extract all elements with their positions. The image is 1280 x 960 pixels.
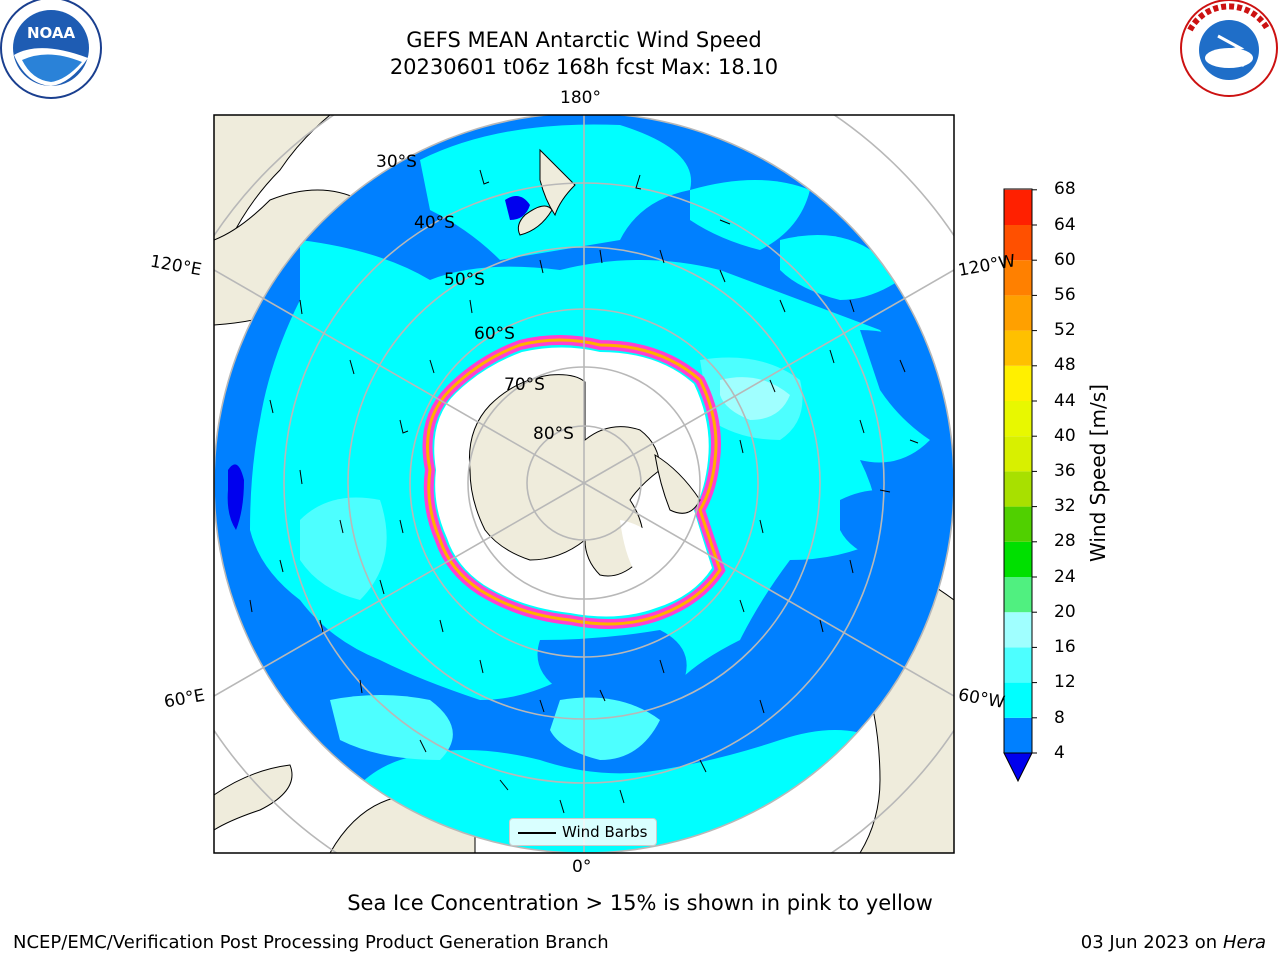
colorbar-tick: 16 [1054,637,1076,657]
lon-label-0: 0° [572,857,592,877]
colorbar-tick: 4 [1054,743,1065,763]
wind-barbs-legend: Wind Barbs [509,818,657,846]
lat-label-80s: 80°S [533,424,574,444]
colorbar-tick: 40 [1054,426,1076,446]
colorbar-tick: 24 [1054,567,1076,587]
footer-date: 03 Jun 2023 on Hera [1081,932,1266,953]
colorbar-tick: 28 [1054,531,1076,551]
colorbar-tick: 56 [1054,285,1076,305]
colorbar-label: Wind Speed [m/s] [1086,384,1110,562]
colorbar-tick: 8 [1054,708,1065,728]
graticule [214,115,954,853]
colorbar-tick: 48 [1054,355,1076,375]
lat-label-60s: 60°S [474,324,515,344]
footer-date-text: 03 Jun 2023 on [1080,932,1218,953]
legend-line-swatch [518,832,556,834]
colorbar-tick: 20 [1054,602,1076,622]
lon-label-180: 180° [560,88,601,108]
colorbar-tick: 36 [1054,461,1076,481]
lat-label-30s: 30°S [376,152,417,172]
national-weather-service-logo [1180,0,1278,97]
map-area [214,115,954,853]
footer-host: Hera [1222,932,1266,953]
chart-title: GEFS MEAN Antarctic Wind Speed [406,28,762,52]
chart-subtitle: 20230601 t06z 168h fcst Max: 18.10 [389,55,779,79]
colorbar-tick: 60 [1054,250,1076,270]
colorbar-tick: 64 [1054,215,1076,235]
svg-text:NOAA: NOAA [27,24,76,42]
colorbar-tick: 44 [1054,391,1076,411]
noaa-logo: NOAA [0,0,102,99]
colorbar-tick: 12 [1054,672,1076,692]
lat-label-40s: 40°S [414,213,455,233]
colorbar [1003,188,1037,783]
footer-credit: NCEP/EMC/Verification Post Processing Pr… [13,932,609,953]
lat-label-70s: 70°S [504,375,545,395]
map-frame [213,114,955,854]
lat-label-50s: 50°S [444,270,485,290]
colorbar-tick: 68 [1054,179,1076,199]
legend-label: Wind Barbs [562,823,648,841]
colorbar-tick: 32 [1054,496,1076,516]
sea-ice-note: Sea Ice Concentration > 15% is shown in … [347,891,933,915]
colorbar-tick: 52 [1054,320,1076,340]
wind-barbs [249,169,919,814]
